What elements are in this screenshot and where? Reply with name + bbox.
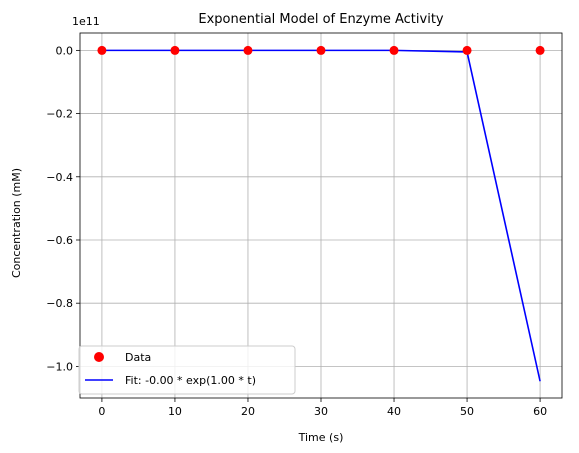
- y-tick-label: −0.8: [46, 297, 73, 310]
- data-point: [316, 45, 326, 55]
- legend-marker-data: [94, 352, 104, 362]
- legend-box: [78, 345, 296, 395]
- x-tick-label: 10: [168, 405, 182, 418]
- y-tick-label: −1.0: [46, 360, 73, 373]
- x-tick-label: 0: [98, 405, 105, 418]
- legend: Data Fit: -0.00 * exp(1.00 * t): [78, 345, 296, 395]
- chart-title: Exponential Model of Enzyme Activity: [198, 12, 444, 27]
- legend-label-data: Data: [125, 351, 151, 364]
- x-tick-label: 40: [387, 405, 401, 418]
- y-tick-label: −0.4: [46, 171, 73, 184]
- axis-ticks: 0 10 20 30 40 50 60 0.0 −0.2 −0.4 −0.6 −0.8 −1.0: [46, 44, 547, 418]
- series-area: [97, 45, 545, 382]
- data-point: [535, 45, 545, 55]
- legend-label-fit: Fit: -0.00 * exp(1.00 * t): [125, 374, 256, 387]
- data-point: [243, 45, 253, 55]
- data-point: [170, 45, 180, 55]
- x-tick-label: 60: [533, 405, 547, 418]
- data-point: [462, 45, 472, 55]
- y-tick-label: −0.6: [46, 234, 73, 247]
- x-axis-label: Time (s): [298, 431, 344, 444]
- y-axis-offset-label: 1e11: [72, 15, 100, 28]
- data-point: [389, 45, 399, 55]
- x-tick-label: 20: [241, 405, 255, 418]
- y-axis-label: Concentration (mM): [10, 168, 23, 278]
- y-tick-label: 0.0: [56, 44, 74, 57]
- x-tick-label: 50: [460, 405, 474, 418]
- x-tick-label: 30: [314, 405, 328, 418]
- data-point: [97, 45, 107, 55]
- y-tick-label: −0.2: [46, 108, 73, 121]
- grid: [80, 33, 562, 398]
